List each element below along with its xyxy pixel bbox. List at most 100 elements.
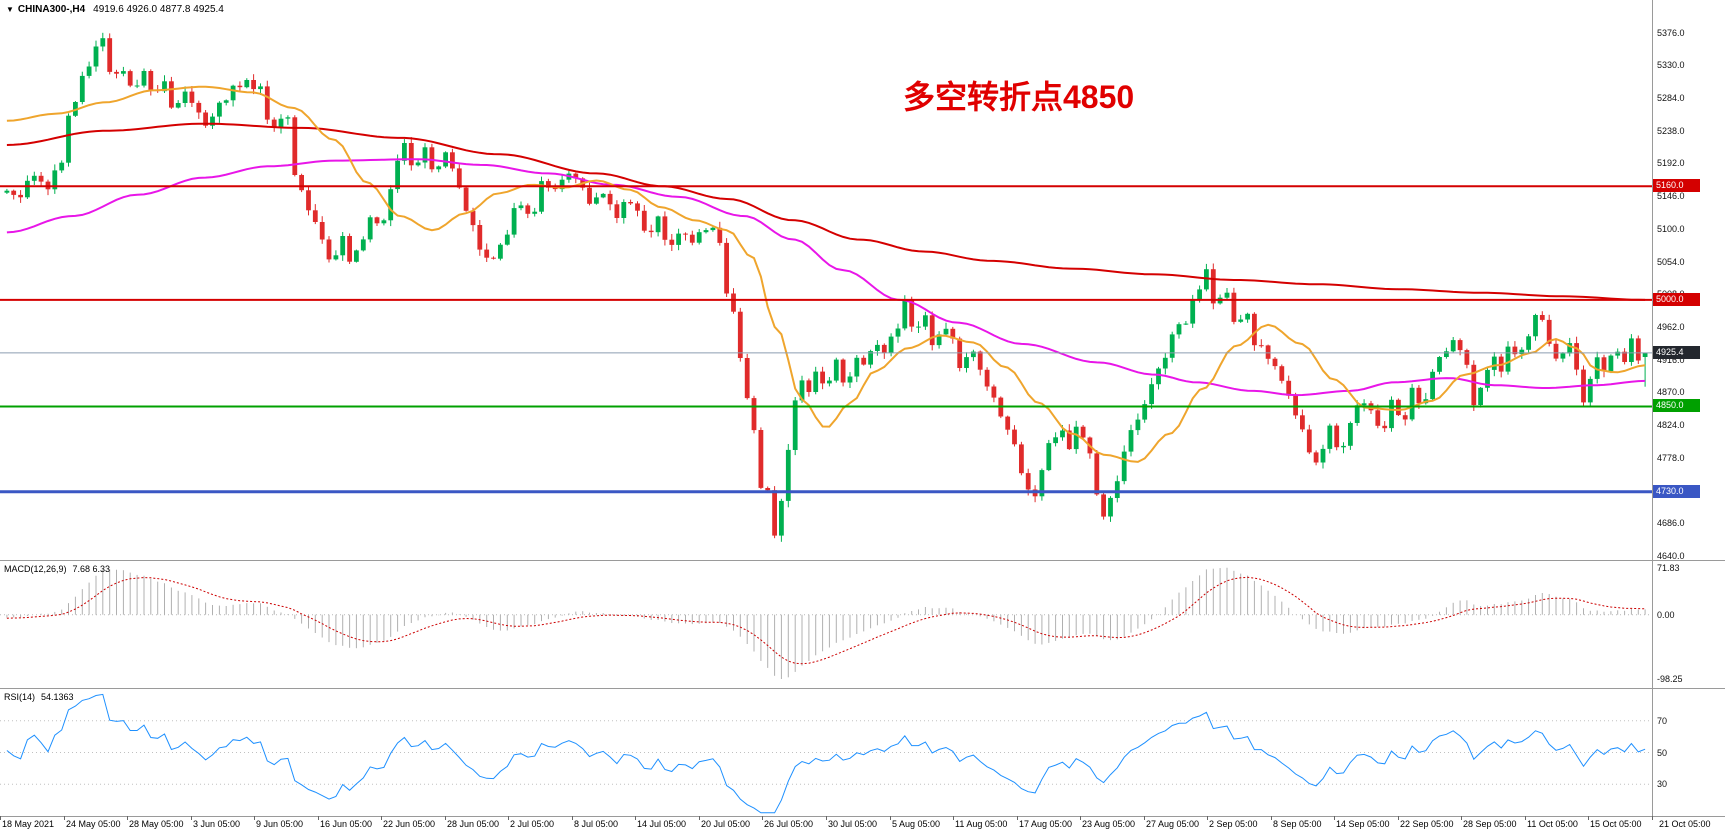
price-tick-label: 5146.0 <box>1657 191 1685 202</box>
time-axis-tick <box>1334 816 1335 820</box>
time-tick-label: 22 Jun 05:00 <box>383 819 436 829</box>
time-axis-tick <box>1271 816 1272 820</box>
time-axis-tick <box>1525 816 1526 820</box>
time-tick-label: 27 Aug 05:00 <box>1146 819 1200 829</box>
price-tick-label: 5100.0 <box>1657 223 1685 234</box>
time-axis-tick <box>191 816 192 820</box>
macd-panel-label: MACD(12,26,9) 7.68 6.33 <box>4 564 110 574</box>
time-tick-label: 18 May 2021 <box>2 819 55 829</box>
time-axis-tick <box>1652 816 1653 820</box>
macd-axis-label: -98.25 <box>1657 673 1683 684</box>
chart-annotation-text[interactable]: 多空转折点4850 <box>903 79 1135 115</box>
resistance-5000-price-tag: 5000.0 <box>1653 292 1700 306</box>
time-tick-label: 23 Aug 05:00 <box>1082 819 1136 829</box>
rsi-indicator-value: 54.1363 <box>41 692 74 702</box>
panel-separator-macd[interactable] <box>0 560 1725 561</box>
support-4850-price-tag: 4850.0 <box>1653 399 1700 413</box>
time-tick-label: 15 Oct 05:00 <box>1590 819 1642 829</box>
price-tick-label: 4686.0 <box>1657 518 1685 529</box>
time-tick-label: 17 Aug 05:00 <box>1019 819 1073 829</box>
time-axis-tick <box>1207 816 1208 820</box>
time-axis-tick <box>64 816 65 820</box>
time-tick-label: 8 Jul 05:00 <box>574 819 619 829</box>
panel-separator-rsi[interactable] <box>0 688 1725 689</box>
rsi-level-label: 30 <box>1657 779 1668 790</box>
symbol-period-label: CHINA300-,H4 <box>17 4 86 15</box>
chart-header: ▼ CHINA300-,H4 4919.6 4926.0 4877.8 4925.4 <box>6 4 224 15</box>
time-axis-tick <box>254 816 255 820</box>
macd-indicator-name: MACD(12,26,9) <box>4 564 67 574</box>
price-tick-label: 4824.0 <box>1657 419 1685 430</box>
panel-separator-timeaxis[interactable] <box>0 816 1725 817</box>
macd-axis-label: 0.00 <box>1657 609 1675 620</box>
time-tick-label: 8 Sep 05:00 <box>1273 819 1322 829</box>
time-tick-label: 20 Jul 05:00 <box>701 819 751 829</box>
time-axis-tick <box>699 816 700 820</box>
time-tick-label: 28 May 05:00 <box>129 819 184 829</box>
time-axis-tick <box>381 816 382 820</box>
price-tick-label: 5054.0 <box>1657 256 1685 267</box>
time-axis-tick <box>890 816 891 820</box>
price-tick-label: 4870.0 <box>1657 387 1685 398</box>
time-tick-label: 5 Aug 05:00 <box>892 819 941 829</box>
ohlc-values: 4919.6 4926.0 4877.8 4925.4 <box>93 4 224 15</box>
time-tick-label: 3 Jun 05:00 <box>193 819 241 829</box>
rsi-indicator-canvas[interactable] <box>0 689 1652 816</box>
time-axis-tick <box>1398 816 1399 820</box>
time-axis-tick <box>508 816 509 820</box>
time-tick-label: 9 Jun 05:00 <box>256 819 304 829</box>
macd-indicator-values: 7.68 6.33 <box>72 564 111 574</box>
price-tick-label: 5330.0 <box>1657 60 1685 71</box>
macd-indicator-canvas[interactable] <box>0 561 1652 688</box>
time-tick-label: 11 Oct 05:00 <box>1527 819 1578 829</box>
time-axis-tick <box>1588 816 1589 820</box>
time-axis-tick <box>0 816 1 820</box>
price-tick-label: 4778.0 <box>1657 452 1685 463</box>
time-axis-tick <box>762 816 763 820</box>
time-axis-tick <box>572 816 573 820</box>
price-axis-separator <box>1652 0 1653 816</box>
price-tick-label: 4732.0 <box>1657 485 1685 496</box>
time-axis-tick <box>953 816 954 820</box>
time-axis-tick <box>1080 816 1081 820</box>
rsi-indicator-name: RSI(14) <box>4 692 36 702</box>
time-tick-label: 14 Sep 05:00 <box>1336 819 1390 829</box>
rsi-panel-label: RSI(14) 54.1363 <box>4 692 74 702</box>
time-axis-tick <box>1017 816 1018 820</box>
price-tick-label: 5192.0 <box>1657 158 1685 169</box>
time-axis-tick <box>318 816 319 820</box>
price-tick-label: 4962.0 <box>1657 321 1685 332</box>
candlestick-chart-canvas[interactable] <box>0 0 1652 560</box>
time-tick-label: 24 May 05:00 <box>66 819 121 829</box>
time-axis-tick <box>1144 816 1145 820</box>
time-tick-label: 2 Sep 05:00 <box>1209 819 1258 829</box>
time-tick-label: 26 Jul 05:00 <box>764 819 814 829</box>
time-tick-label: 11 Aug 05:00 <box>955 819 1008 829</box>
price-tick-label: 5284.0 <box>1657 93 1685 104</box>
time-tick-label: 14 Jul 05:00 <box>637 819 687 829</box>
time-tick-label: 28 Sep 05:00 <box>1463 819 1517 829</box>
time-tick-label: 16 Jun 05:00 <box>320 819 373 829</box>
time-tick-label: 22 Sep 05:00 <box>1400 819 1454 829</box>
collapse-toolbar-icon[interactable]: ▼ <box>6 5 14 14</box>
price-tick-label: 5238.0 <box>1657 125 1685 136</box>
macd-axis-label: 71.83 <box>1657 562 1680 573</box>
price-tick-label: 4916.0 <box>1657 354 1685 365</box>
price-tick-label: 5376.0 <box>1657 27 1685 38</box>
price-tick-label: 5008.0 <box>1657 289 1685 300</box>
current-price-tag: 4925.4 <box>1653 345 1700 359</box>
time-tick-label: 21 Oct 05:00 <box>1659 819 1711 829</box>
time-tick-label: 28 Jun 05:00 <box>447 819 500 829</box>
time-axis[interactable]: 18 May 2021 24 May 05:00 28 May 05:00 3 Jun… <box>0 816 1725 836</box>
time-axis-tick <box>127 816 128 820</box>
rsi-level-label: 50 <box>1657 747 1668 758</box>
time-axis-tick <box>826 816 827 820</box>
time-axis-tick <box>1461 816 1462 820</box>
time-axis-tick <box>635 816 636 820</box>
time-axis-tick <box>445 816 446 820</box>
support-4730-price-tag: 4730.0 <box>1653 484 1700 498</box>
rsi-level-label: 70 <box>1657 715 1668 726</box>
time-tick-label: 30 Jul 05:00 <box>828 819 878 829</box>
resistance-5160-price-tag: 5160.0 <box>1653 179 1700 193</box>
